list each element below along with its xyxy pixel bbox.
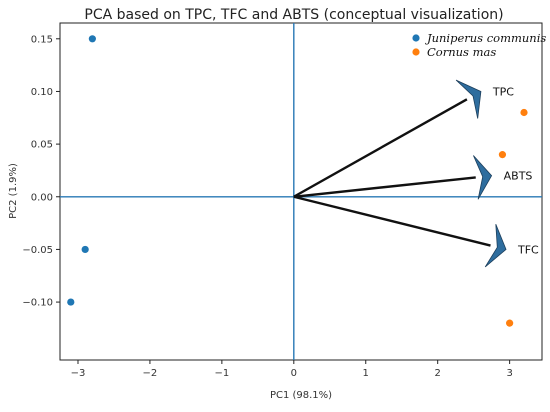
legend-marker (412, 34, 420, 42)
loading-arrow-abts (293, 176, 476, 198)
juniperus-point (67, 298, 75, 306)
chart-title: PCA based on TPC, TFC and ABTS (conceptu… (84, 7, 503, 23)
y-tick-label: 0.05 (31, 140, 53, 151)
legend-marker (412, 48, 420, 56)
loading-arrowhead-abts (473, 155, 493, 200)
loading-label-tpc: TPC (492, 85, 514, 98)
legend-label: Cornus mas (427, 45, 496, 59)
y-axis-ticks: −0.10 −0.05 0.00 0.05 0.10 0.15 (22, 34, 60, 309)
juniperus-point (88, 35, 96, 43)
x-tick-label: 3 (506, 368, 512, 379)
x-tick-label: −2 (143, 368, 158, 379)
loading-label-abts: ABTS (504, 170, 533, 183)
x-tick-label: 0 (291, 368, 297, 379)
x-axis-ticks: −3 −2 −1 0 1 2 3 (71, 360, 513, 379)
x-tick-label: 2 (434, 368, 440, 379)
y-tick-label: 0.15 (31, 34, 53, 45)
y-tick-label: 0.10 (31, 87, 53, 98)
y-axis-label: PC2 (1.9%) (8, 163, 19, 219)
x-tick-label: −3 (71, 368, 86, 379)
cornus-point (520, 108, 528, 117)
loading-arrow-tpc (293, 98, 468, 198)
loading-arrowhead-tfc (484, 224, 507, 268)
loading-arrow-tfc (293, 195, 491, 247)
y-tick-label: −0.10 (22, 298, 53, 309)
x-tick-label: −1 (214, 368, 229, 379)
plot-frame (59, 22, 543, 361)
loading-arrowhead-tpc (455, 79, 482, 119)
loading-arrows: TPC ABTS TFC (293, 79, 539, 268)
loading-label-tfc: TFC (517, 243, 539, 256)
cornus-point (506, 319, 514, 327)
y-tick-label: −0.05 (22, 245, 53, 256)
y-tick-label: 0.00 (31, 192, 53, 203)
juniperus-point (81, 245, 89, 254)
legend-label: Juniperus communis (425, 31, 546, 45)
scatter-points (67, 35, 528, 327)
cornus-point (498, 151, 507, 159)
x-axis-label: PC1 (98.1%) (270, 390, 332, 401)
x-tick-label: 1 (363, 368, 369, 379)
